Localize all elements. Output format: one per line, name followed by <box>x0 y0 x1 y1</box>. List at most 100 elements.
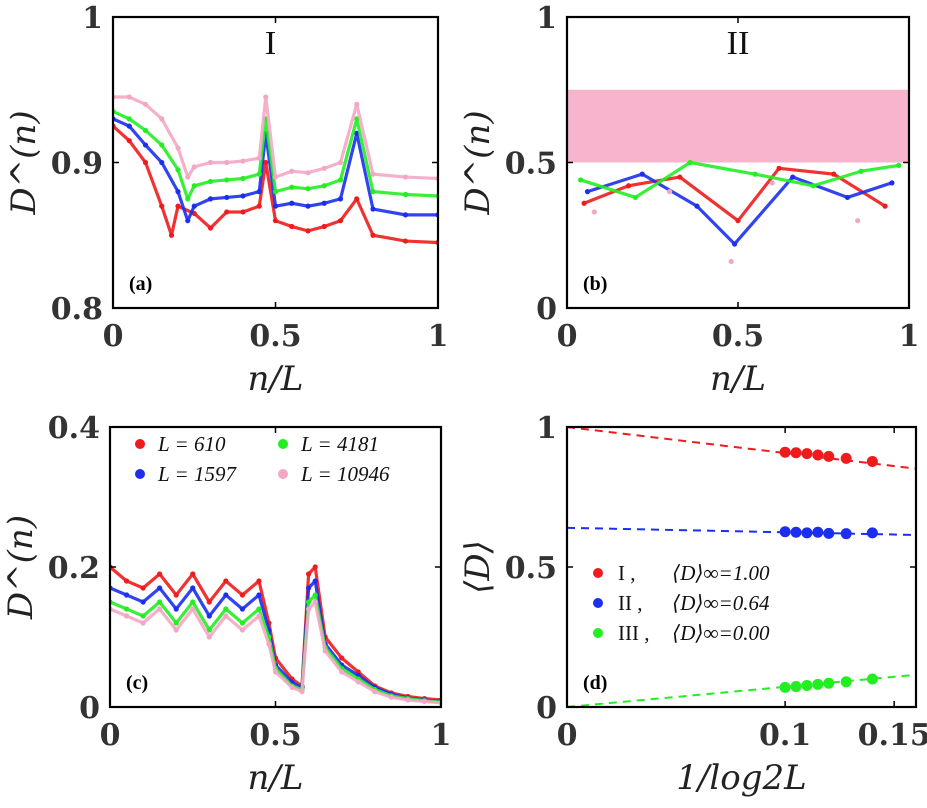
data-point <box>402 174 409 180</box>
data-point <box>370 189 376 195</box>
data-point <box>223 592 229 598</box>
legend-label: L = 1597 <box>157 462 237 486</box>
data-point <box>372 689 378 695</box>
data-point <box>305 186 311 192</box>
data-point <box>855 218 861 224</box>
data-point <box>272 203 279 209</box>
data-point <box>256 606 262 612</box>
data-point <box>405 697 411 703</box>
y-tick-label: 0 <box>536 691 557 726</box>
data-point <box>790 681 802 693</box>
data-point <box>289 223 295 230</box>
y-axis-label: D^(n) <box>458 110 498 215</box>
data-point <box>123 578 130 584</box>
data-point <box>185 174 191 180</box>
data-point <box>168 232 175 238</box>
data-point <box>306 606 312 612</box>
data-point <box>337 218 344 224</box>
plot-area-d <box>568 428 915 706</box>
legend-marker <box>278 469 288 479</box>
data-point <box>175 145 181 151</box>
data-point <box>256 578 262 584</box>
data-point <box>677 174 683 180</box>
series-line <box>114 95 437 181</box>
data-point <box>266 641 272 647</box>
data-point <box>402 191 409 198</box>
data-point <box>142 101 149 107</box>
y-tick-label: 0 <box>536 292 557 327</box>
band-b <box>568 89 908 163</box>
data-point <box>256 592 262 598</box>
legend-marker <box>135 469 145 479</box>
data-point <box>639 171 645 177</box>
data-point <box>306 585 312 591</box>
data-point <box>312 592 318 598</box>
data-point <box>438 700 440 706</box>
data-point <box>769 180 775 186</box>
fit-line-III <box>568 673 915 706</box>
legend-label: L = 10946 <box>300 462 390 486</box>
data-point <box>239 627 245 633</box>
data-point <box>256 171 262 177</box>
panel-a: 0 0.5 1 0.8 0.9 1 n/L D^(n) (a) I <box>4 1 448 399</box>
data-point <box>421 698 428 705</box>
data-point <box>206 634 212 640</box>
data-point <box>370 171 376 177</box>
data-point <box>191 183 197 189</box>
data-point <box>223 613 229 619</box>
data-point <box>239 592 245 598</box>
data-point <box>173 592 179 598</box>
data-point <box>321 223 327 230</box>
legend-marker <box>593 598 603 608</box>
data-point <box>694 203 700 209</box>
data-point <box>224 209 230 215</box>
data-point <box>111 585 113 591</box>
data-point <box>224 159 230 166</box>
data-point <box>882 203 888 209</box>
fit-line-I <box>568 428 915 470</box>
y-tick-label: 0.8 <box>51 292 103 327</box>
data-point <box>354 101 360 107</box>
data-point <box>191 164 197 170</box>
data-point <box>190 585 196 591</box>
data-point <box>844 194 851 201</box>
data-point <box>866 455 878 467</box>
data-point <box>159 159 165 166</box>
y-tick-label: 0.5 <box>505 551 557 586</box>
data-point <box>866 527 878 539</box>
data-point <box>312 599 318 605</box>
data-point <box>823 527 835 539</box>
plot-area-b <box>568 89 908 265</box>
data-point <box>312 578 318 584</box>
panel-d: 0 0.1 0.15 0 0.5 1 1/log2L ⟨D⟩ (d) I , ⟨D⟩∞=1.00 II… <box>458 411 927 798</box>
data-point <box>157 606 163 612</box>
series-line <box>111 579 440 703</box>
data-point <box>305 203 311 209</box>
y-tick-label: 0.5 <box>505 147 557 182</box>
data-point <box>823 450 835 462</box>
data-point <box>435 240 437 245</box>
x-tick-label: 0 <box>100 718 121 753</box>
data-point <box>173 620 179 626</box>
data-point <box>306 571 312 577</box>
plot-area-c <box>111 564 440 706</box>
data-point <box>239 620 245 626</box>
x-tick-label: 0 <box>557 319 578 354</box>
data-point <box>159 142 165 148</box>
data-point <box>752 171 758 177</box>
data-point <box>207 196 214 202</box>
y-tick-label: 0.2 <box>48 551 100 586</box>
data-point <box>435 193 437 199</box>
legend-label: L = 610 <box>157 432 226 456</box>
y-tick-label: 0 <box>79 691 100 726</box>
data-point <box>256 155 262 161</box>
data-point <box>239 606 245 612</box>
x-tick-label: 0.1 <box>759 718 811 753</box>
legend-marker <box>593 628 603 638</box>
legend-label: III , <box>618 621 649 645</box>
data-point <box>831 171 837 177</box>
data-point <box>142 127 149 134</box>
data-point <box>240 209 246 215</box>
data-point <box>435 212 437 218</box>
data-point <box>435 176 437 181</box>
